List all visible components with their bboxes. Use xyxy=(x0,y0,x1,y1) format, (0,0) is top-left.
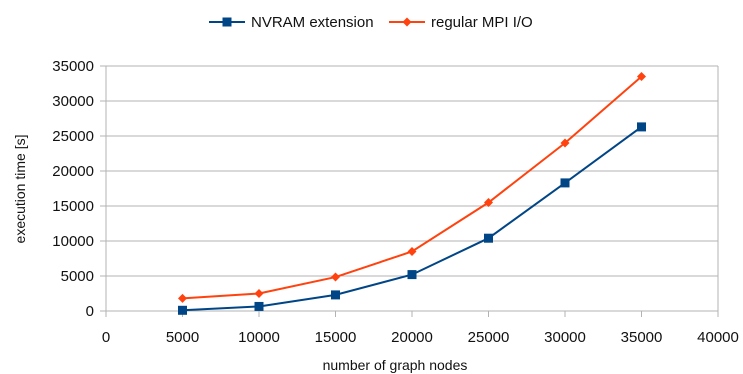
y-axis-title: execution time [s] xyxy=(12,135,28,244)
legend-label: regular MPI I/O xyxy=(431,14,533,31)
legend-item: NVRAM extension xyxy=(209,14,374,31)
legend-label: NVRAM extension xyxy=(251,14,374,31)
x-tick-label: 40000 xyxy=(697,329,739,346)
data-point xyxy=(331,290,340,300)
x-tick-label: 5000 xyxy=(166,329,199,346)
x-tick-label: 0 xyxy=(102,329,110,346)
data-point xyxy=(637,122,646,132)
y-tick-label: 35000 xyxy=(52,58,94,75)
data-point xyxy=(560,138,570,148)
data-point xyxy=(484,198,493,207)
y-tick-label: 15000 xyxy=(52,198,94,215)
series-line xyxy=(182,75,643,300)
x-tick-label: 30000 xyxy=(544,329,586,346)
series-nvram-extension xyxy=(178,122,646,315)
series-regular-mpi-io xyxy=(178,72,646,303)
x-tick-label: 35000 xyxy=(621,329,663,346)
data-point xyxy=(637,72,646,81)
y-tick-label: 0 xyxy=(86,303,94,320)
data-point xyxy=(254,289,264,298)
y-tick-label: 5000 xyxy=(61,268,94,285)
legend-marker xyxy=(402,17,412,27)
x-tick-label: 20000 xyxy=(391,329,433,346)
series-group xyxy=(178,72,646,315)
data-point xyxy=(560,178,570,188)
x-tick-label: 25000 xyxy=(468,329,510,346)
data-point xyxy=(407,247,417,256)
legend-marker xyxy=(222,17,232,27)
x-axis-title: number of graph nodes xyxy=(323,357,468,373)
data-point xyxy=(484,233,493,243)
data-point xyxy=(407,270,417,280)
y-tick-label: 10000 xyxy=(52,233,94,250)
x-tick-label: 10000 xyxy=(238,329,280,346)
y-tick-label: 30000 xyxy=(52,93,94,110)
data-point xyxy=(254,301,264,311)
series-line xyxy=(182,126,643,312)
data-point xyxy=(178,293,187,303)
data-point xyxy=(331,272,340,282)
y-tick-label: 25000 xyxy=(52,128,94,145)
legend: NVRAM extension regular MPI I/O xyxy=(209,14,533,31)
tick-labels: 0 5000 10000 15000 20000 25000 30000 35000 0 5000… xyxy=(52,58,739,346)
x-tick-label: 15000 xyxy=(315,329,357,346)
grid-lines xyxy=(106,65,718,312)
legend-item: regular MPI I/O xyxy=(389,14,533,31)
y-tick-label: 20000 xyxy=(52,163,94,180)
axes xyxy=(100,65,719,317)
data-point xyxy=(178,305,187,315)
